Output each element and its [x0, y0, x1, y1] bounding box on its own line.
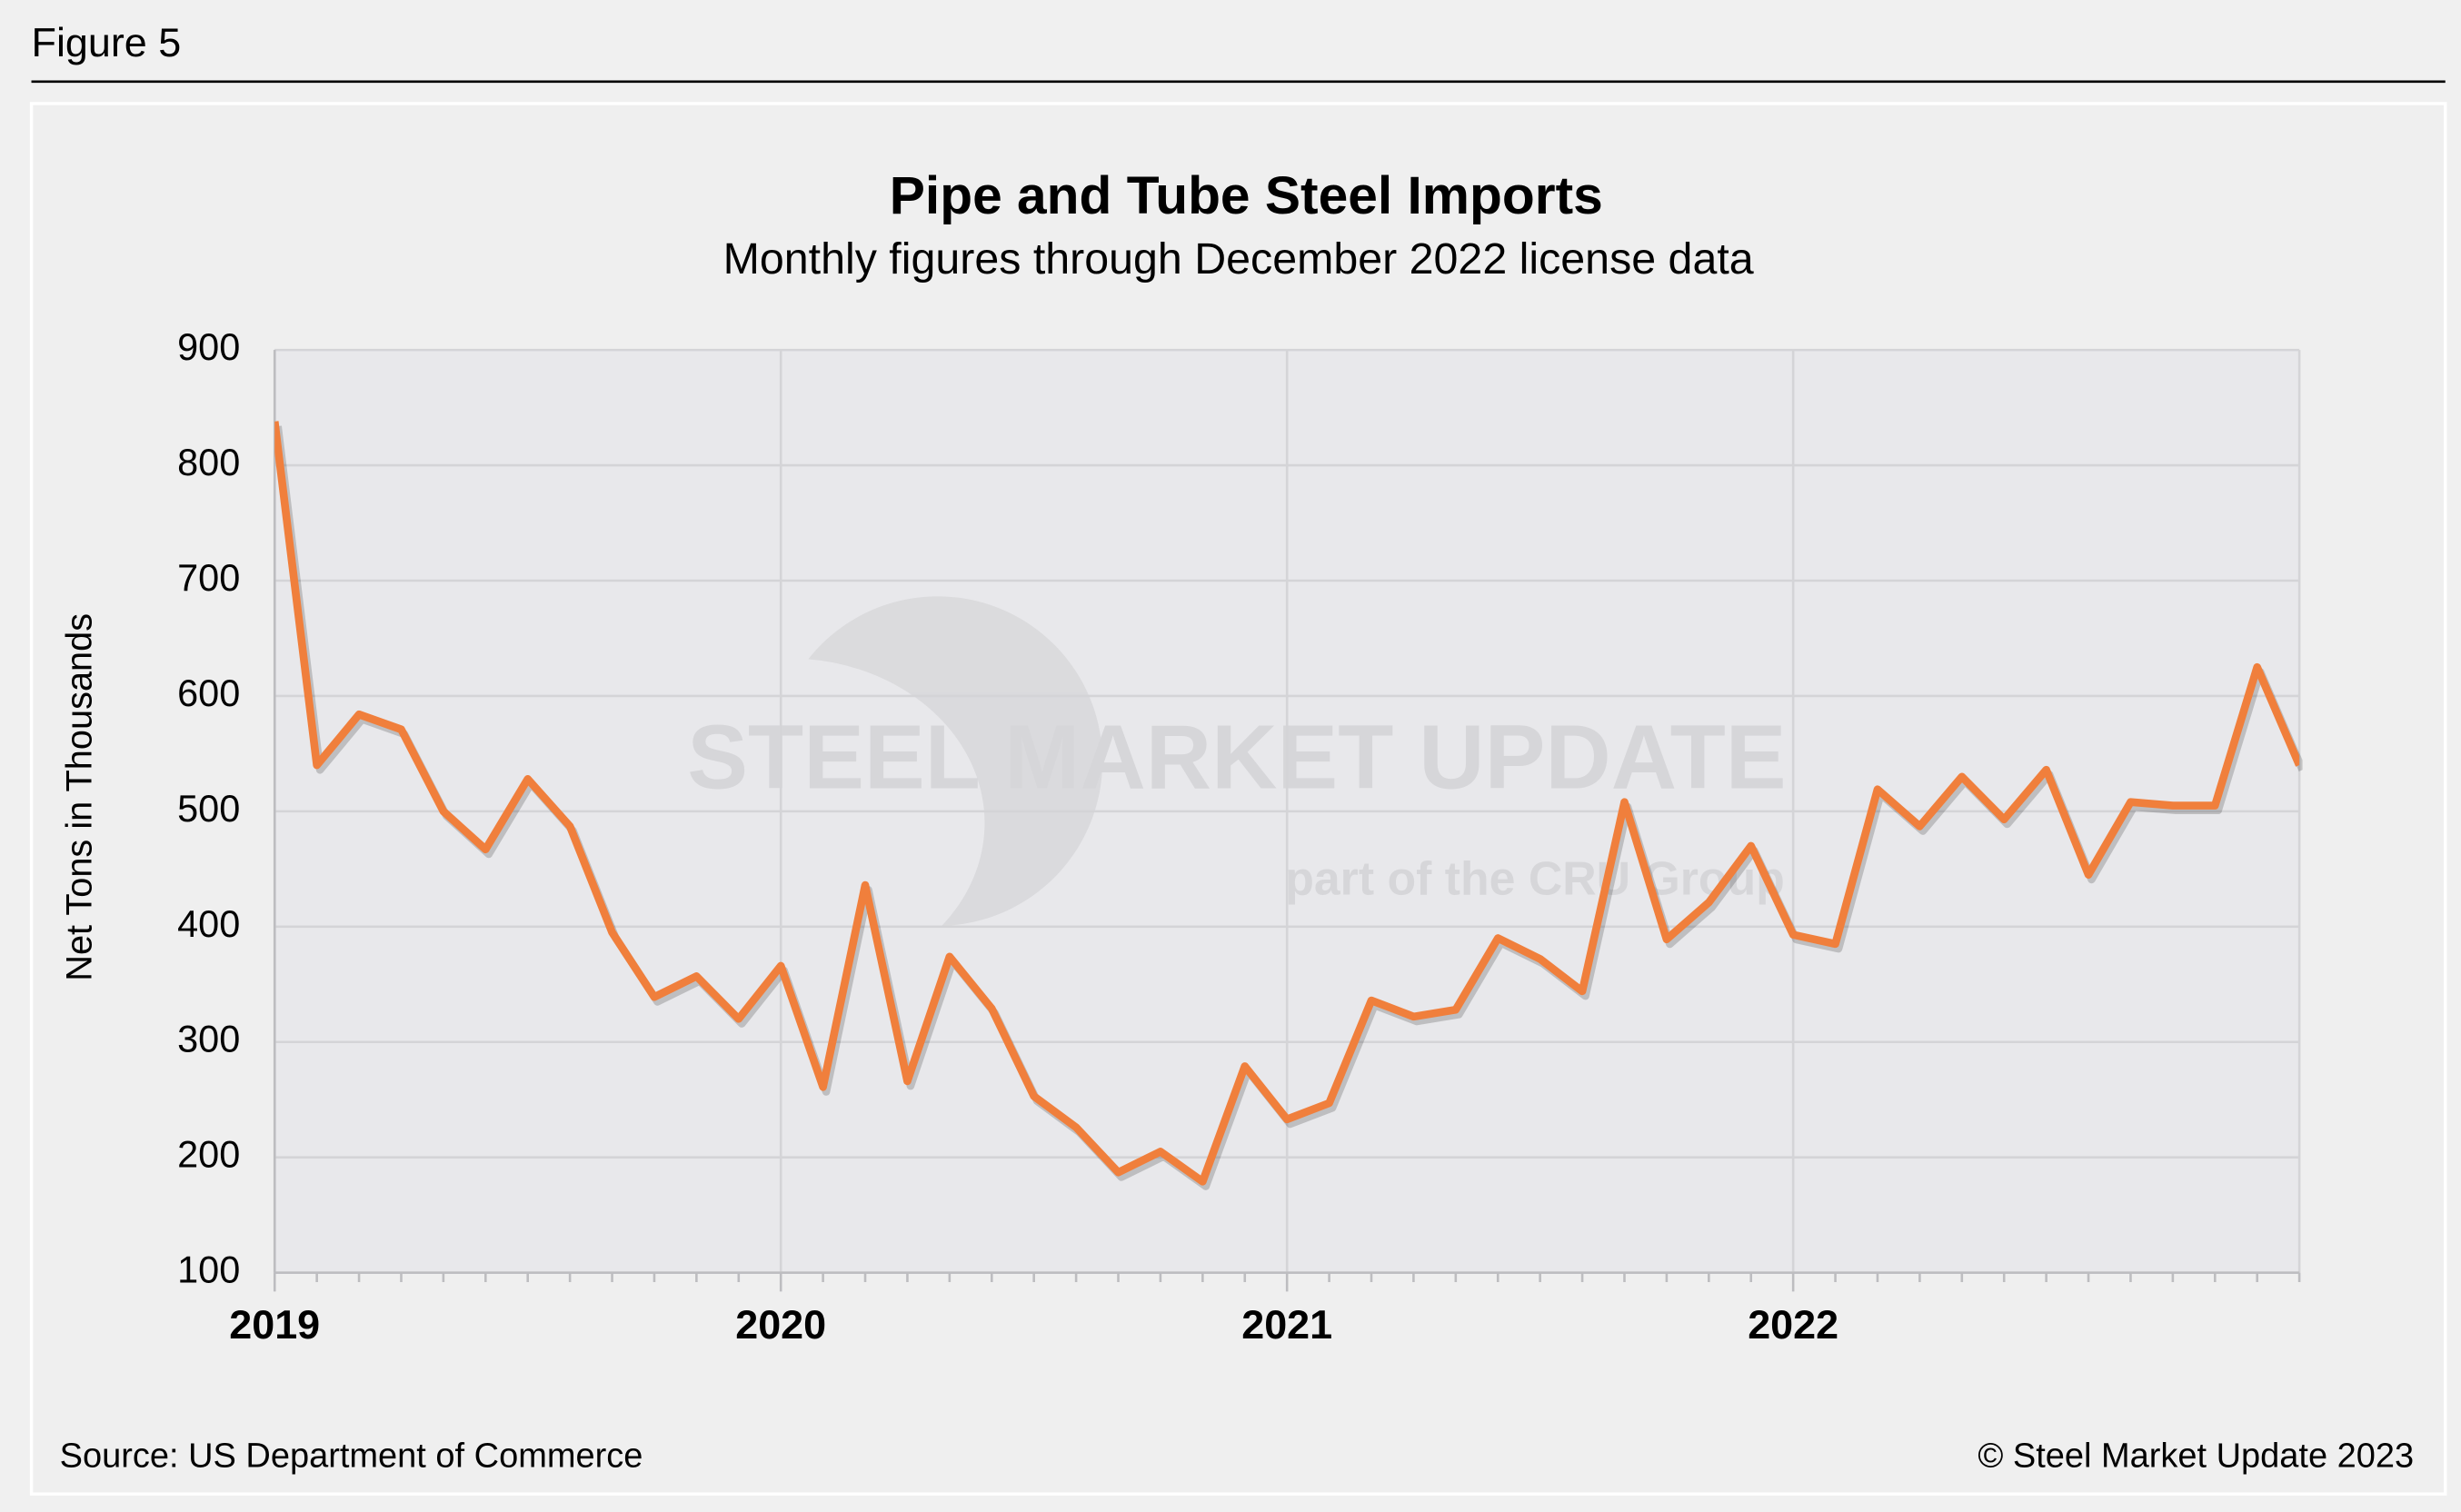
chart-subtitle: Monthly figures through December 2022 li… — [723, 234, 1754, 284]
x-tick-label: 2021 — [1241, 1301, 1332, 1348]
y-tick-label: 200 — [177, 1133, 240, 1176]
y-axis-label: Net Tons in Thousands — [59, 613, 99, 981]
x-tick-label: 2020 — [735, 1301, 826, 1348]
y-tick-label: 400 — [177, 902, 240, 945]
x-tick-label: 2022 — [1748, 1301, 1838, 1348]
y-tick-label: 300 — [177, 1018, 240, 1060]
y-tick-label: 800 — [177, 441, 240, 483]
x-tick-label: 2019 — [229, 1301, 320, 1348]
y-tick-label: 900 — [177, 325, 240, 368]
y-tick-label: 500 — [177, 787, 240, 830]
watermark-text: STEEL MARKET UPDATE — [687, 707, 1786, 809]
figure-label: Figure 5 — [32, 19, 182, 65]
chart-title: Pipe and Tube Steel Imports — [890, 166, 1603, 225]
watermark: STEEL MARKET UPDATE part of the CRU Grou… — [687, 596, 1787, 926]
watermark-logo — [808, 596, 1103, 926]
copyright: © Steel Market Update 2023 — [1978, 1437, 2414, 1475]
watermark-subtext: part of the CRU Group — [1285, 851, 1785, 904]
y-tick-label: 700 — [177, 556, 240, 599]
plot: 100 200 300 400 500 600 700 800 900 2019 2020 2021 2… — [177, 325, 2303, 1348]
line — [274, 421, 2300, 1186]
y-tick-label: 100 — [177, 1248, 240, 1291]
source: Source: US Department of Commerce — [60, 1437, 643, 1475]
y-tick-label: 600 — [177, 671, 240, 714]
